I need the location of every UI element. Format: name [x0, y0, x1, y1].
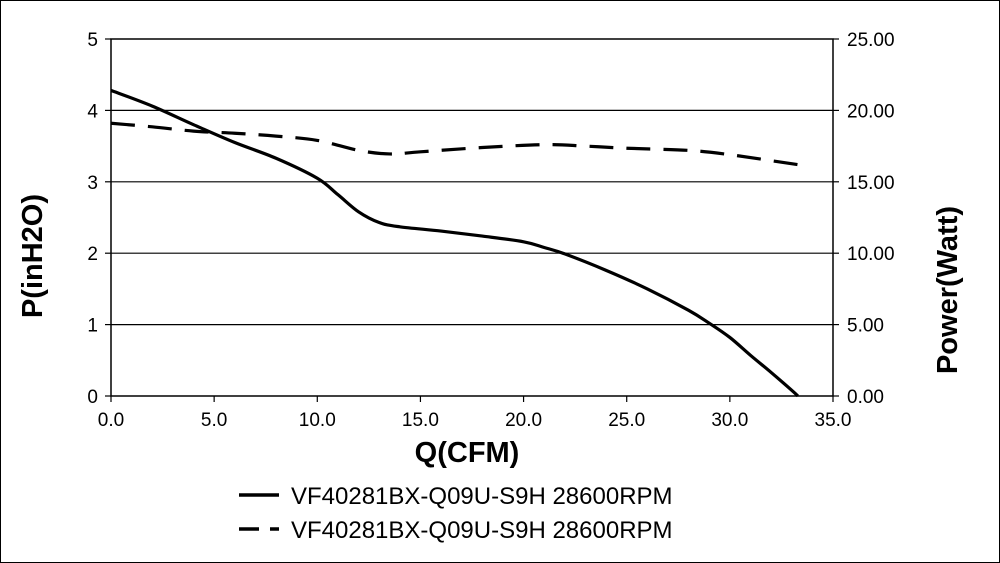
legend: VF40281BX-Q09U-S9H 28600RPM VF40281BX-Q0… — [239, 483, 673, 544]
plot-area — [110, 38, 834, 397]
x-tick-label: 0.0 — [98, 410, 124, 431]
gridlines — [111, 109, 833, 326]
y-tick-label-left: 4 — [87, 101, 98, 122]
y-tick-label-right: 0.00 — [847, 387, 884, 408]
x-tick-label: 20.0 — [505, 410, 542, 431]
y-axis-title-left: P(inH2O) — [17, 194, 49, 318]
y-tick-label-right: 20.00 — [847, 101, 895, 122]
x-tick-label: 25.0 — [608, 410, 645, 431]
y-tick-label-left: 2 — [87, 244, 98, 265]
x-tick-label: 15.0 — [402, 410, 439, 431]
y-tick-label-left: 1 — [87, 316, 98, 337]
y-tick-label-right: 10.00 — [847, 244, 895, 265]
legend-label-dashed: VF40281BX-Q09U-S9H 28600RPM — [291, 517, 673, 544]
legend-label-solid: VF40281BX-Q09U-S9H 28600RPM — [291, 483, 673, 510]
x-axis-title: Q(CFM) — [415, 437, 520, 469]
power-curve-line — [110, 121, 799, 167]
y-tick-label-right: 15.00 — [847, 173, 895, 194]
x-tick-label: 35.0 — [815, 410, 852, 431]
pressure-curve-line — [110, 88, 800, 398]
y-tick-label-left: 0 — [87, 387, 98, 408]
x-tick-label: 10.0 — [299, 410, 336, 431]
axis-ticks: 0 1 2 3 4 5 0.00 5.00 10.00 15.00 20.00 25.00 0.0 5.0… — [87, 30, 894, 431]
series-lines — [110, 88, 800, 398]
y-tick-label-left: 5 — [87, 30, 98, 51]
y-axis-title-right: Power(Watt) — [932, 206, 964, 374]
y-tick-label-left: 3 — [87, 173, 98, 194]
y-tick-label-right: 5.00 — [847, 316, 884, 337]
x-tick-label: 5.0 — [201, 410, 227, 431]
y-tick-label-right: 25.00 — [847, 30, 895, 51]
x-tick-label: 30.0 — [711, 410, 748, 431]
